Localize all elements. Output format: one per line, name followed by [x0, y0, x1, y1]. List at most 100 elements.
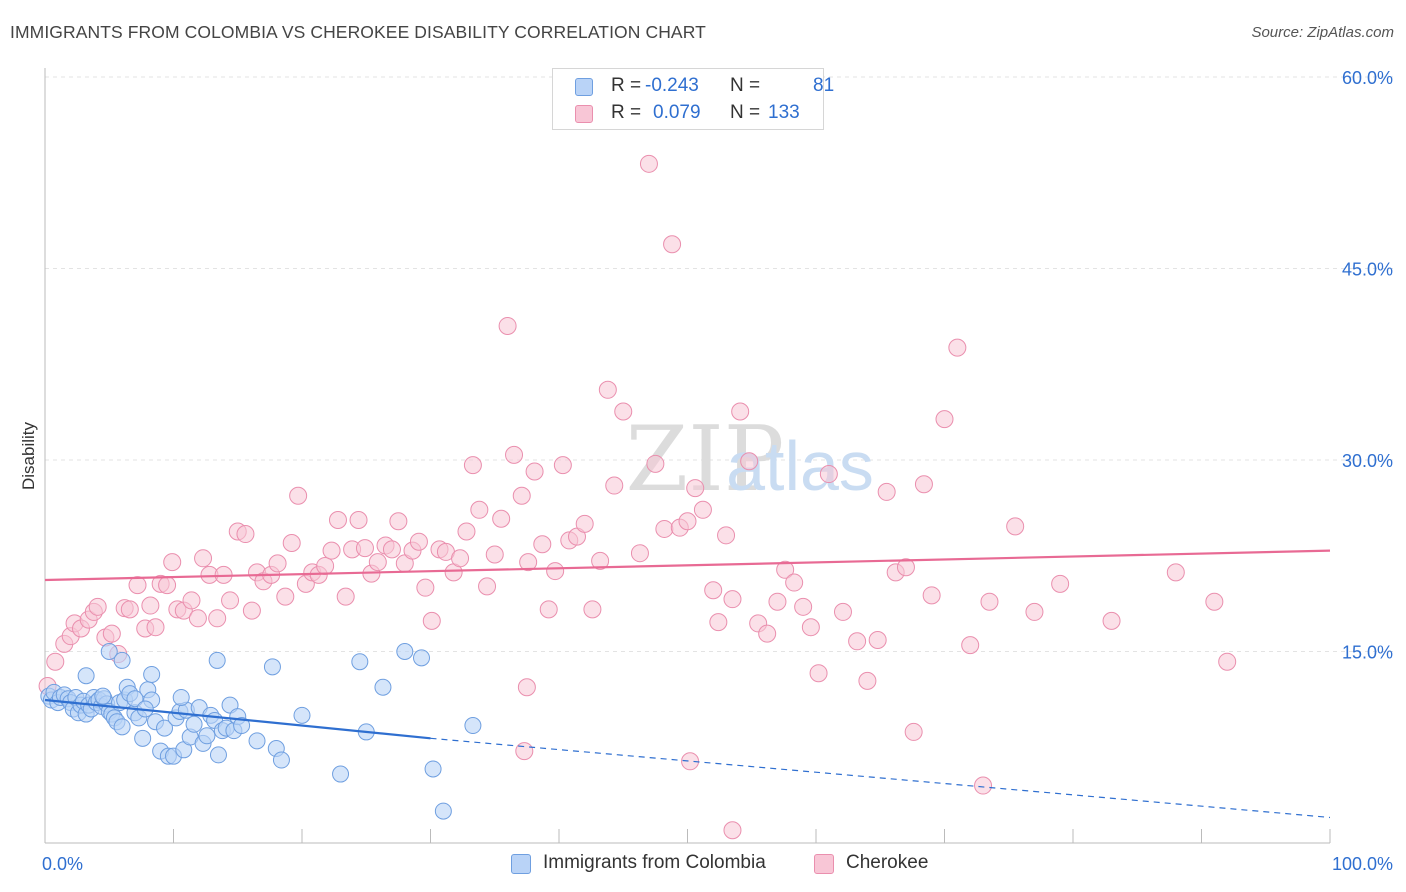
cherokee-point — [355, 539, 374, 558]
cherokee-point — [776, 560, 795, 579]
axes — [44, 68, 1331, 844]
cherokee-point — [525, 462, 544, 481]
colombia-point — [248, 732, 266, 750]
cherokee-point — [163, 553, 182, 572]
cherokee-point — [858, 671, 877, 690]
x-tick-label: 100.0% — [1332, 854, 1393, 874]
source-label: Source: ZipAtlas.com — [1251, 24, 1394, 41]
y-axis-label: Disability — [19, 421, 38, 490]
cherokee-point — [46, 652, 65, 671]
colombia-point — [272, 751, 290, 769]
cherokee-point — [505, 445, 524, 464]
cherokee-point — [848, 632, 867, 651]
cherokee-point — [120, 600, 139, 619]
cherokee-point — [914, 475, 933, 494]
colombia-trend-extension — [430, 737, 1331, 819]
cherokee-point — [188, 609, 207, 628]
n-value: 81 — [813, 75, 835, 96]
cherokee-point — [591, 551, 610, 570]
cherokee-point — [182, 591, 201, 610]
colombia-point — [209, 746, 227, 764]
y-tick-label: 15.0% — [1342, 643, 1393, 663]
cherokee-point — [896, 558, 915, 577]
cherokee-point — [102, 624, 121, 643]
cherokee-point — [316, 556, 335, 575]
r-value: 0.079 — [653, 102, 701, 123]
colombia-point — [77, 667, 95, 685]
cherokee-point — [681, 752, 700, 771]
cherokee-point — [451, 549, 470, 568]
cherokee-point — [236, 525, 255, 544]
cherokee-point — [768, 592, 787, 611]
colombia-trend-line — [44, 698, 431, 740]
cherokee-point — [553, 456, 572, 475]
cherokee-point — [336, 587, 355, 606]
cherokee-point — [515, 742, 534, 761]
cherokee-point — [785, 573, 804, 592]
cherokee-point — [583, 600, 602, 619]
colombia-point — [100, 643, 118, 660]
cherokee-point — [368, 553, 387, 572]
cherokee-point — [723, 821, 742, 840]
cherokee-point — [723, 590, 742, 609]
cherokee-point — [268, 554, 287, 573]
cherokee-point — [974, 776, 993, 795]
cherokee-point — [740, 452, 759, 471]
cherokee-point — [470, 500, 489, 519]
cherokee-point — [833, 602, 852, 621]
cherokee-point — [141, 596, 160, 615]
cherokee-point — [492, 509, 511, 528]
cherokee-point — [663, 235, 682, 254]
cherokee-point — [922, 586, 941, 605]
colombia-point — [396, 643, 414, 660]
cherokee-point — [758, 624, 777, 643]
cherokee-point — [630, 544, 649, 563]
cherokee-point — [948, 338, 967, 357]
colombia-point — [424, 760, 442, 778]
cherokee-point — [519, 553, 538, 572]
cherokee-point — [935, 410, 954, 429]
y-tick-label: 60.0% — [1342, 68, 1393, 88]
cherokee-point — [1006, 517, 1025, 536]
cherokee-point — [517, 678, 536, 697]
colombia-point — [293, 706, 311, 724]
colombia-point — [351, 653, 369, 671]
cherokee-point — [289, 486, 308, 505]
colombia-point — [185, 715, 203, 733]
cherokee-point — [282, 533, 301, 552]
cherokee-point — [498, 316, 517, 335]
cherokee-point — [416, 578, 435, 597]
cherokee-point — [794, 597, 813, 616]
cherokee-point — [1218, 652, 1237, 671]
chart-title: IMMIGRANTS FROM COLOMBIA VS CHEROKEE DIS… — [10, 22, 706, 42]
colombia-point — [113, 718, 131, 736]
r-label: R = — [611, 102, 642, 123]
cherokee-point — [678, 512, 697, 531]
cherokee-point — [709, 613, 728, 632]
colombia-point — [233, 717, 251, 735]
cherokee-point — [221, 591, 240, 610]
colombia-point — [113, 651, 131, 669]
cherokee-point — [980, 592, 999, 611]
colombia-swatch — [575, 78, 593, 96]
tick-labels: 15.0% 30.0% 45.0% 60.0% 0.0% 100.0% Disability — [19, 68, 1393, 874]
colombia-point — [198, 727, 216, 745]
r-label: R = — [611, 75, 642, 96]
cherokee-point — [819, 465, 838, 484]
cherokee-point — [88, 597, 107, 616]
cherokee-point — [809, 664, 828, 683]
cherokee-point — [478, 577, 497, 596]
cherokee-point — [208, 609, 227, 628]
cherokee-point — [128, 576, 147, 595]
cherokee-point — [409, 532, 428, 551]
y-tick-label: 30.0% — [1342, 451, 1393, 471]
correlation-legend: R = -0.243 N = 81 R = 0.079 N = 133 — [552, 68, 834, 130]
colombia-point — [208, 651, 226, 669]
colombia-points — [40, 643, 482, 820]
cherokee-point — [533, 535, 552, 554]
colombia-point — [332, 765, 350, 783]
cherokee-point — [801, 618, 820, 637]
cherokee-point — [194, 549, 213, 568]
cherokee-point — [512, 486, 531, 505]
